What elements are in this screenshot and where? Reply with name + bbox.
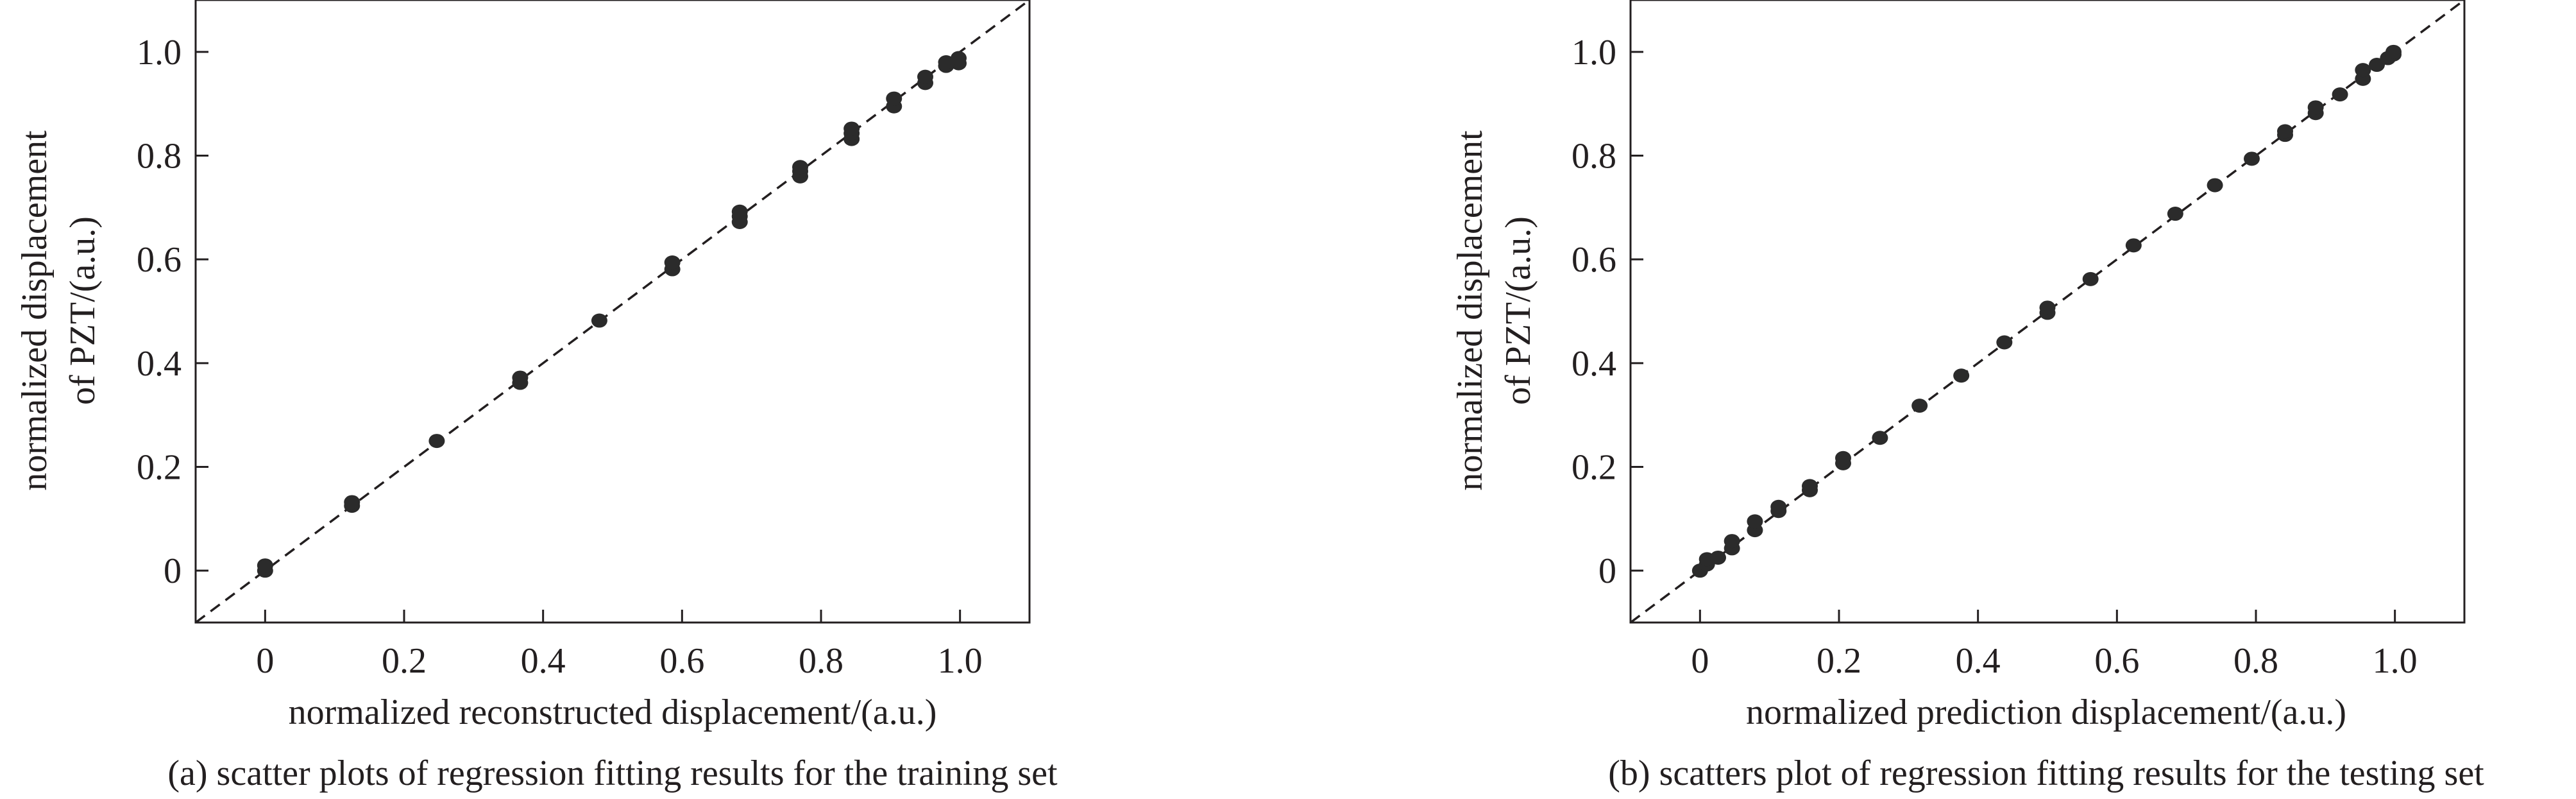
panel-b-data-point [2207,178,2223,193]
panel-b-points [1691,44,2402,578]
panel-b-data-point [2039,300,2056,315]
panel-a-y-tick-label: 0.8 [137,137,182,176]
panel-a-x-tick-label: 0 [256,641,274,681]
panel-b-data-point [2385,44,2402,59]
panel-b-data-point [1747,514,1763,529]
panel-b-y-axis-title-line2: of PZT/(a.u.) [1498,216,1538,405]
panel-a-data-point [938,55,954,69]
panel-b-y-tick-label: 0.8 [1572,137,1616,176]
panel-b-data-point [1872,431,1888,445]
panel-b-data-point [2082,271,2099,286]
panel-a-data-point [731,204,748,219]
panel-b: 0 0.2 0.4 0.6 0.8 1.0 0 0.2 0.4 0.6 0.8 1.0 normal… [1450,0,2484,793]
panel-b-data-point [2277,124,2293,139]
panel-b-reference-line [1631,0,2464,623]
panel-b-data-point [1710,550,1726,565]
panel-b-x-ticks: 0 0.2 0.4 0.6 0.8 1.0 [1691,610,2418,681]
panel-b-data-point [1911,399,1928,413]
panel-a-reference-line [196,0,1030,623]
panel-a-x-axis-title: normalized reconstructed displacement/(a… [289,692,937,732]
panel-b-data-point [2125,238,2142,253]
panel-b-y-tick-label: 1.0 [1572,33,1616,73]
panel-b-data-point [1724,534,1740,549]
panel-a-y-tick-label: 0.6 [137,240,182,280]
panel-b-x-tick-label: 0.4 [1956,641,2001,681]
panel-a-y-axis-title-line2: of PZT/(a.u.) [63,216,103,405]
panel-a-data-point [792,160,808,175]
panel-a-data-point [257,558,273,573]
panel-b-data-point [2167,207,2183,221]
panel-a-x-tick-label: 0.2 [382,641,427,681]
panel-a-data-point [886,91,902,106]
panel-a-x-tick-label: 0.8 [799,641,843,681]
panel-a-data-point [512,370,529,385]
panel-a-y-ticks: 0 0.2 0.4 0.6 0.8 1.0 [137,33,208,591]
panel-a-y-tick-label: 1.0 [137,33,182,73]
panel-a-data-point [344,495,360,510]
panel-a-reference-layer [196,0,1030,623]
panel-b-data-point [1835,451,1851,465]
panel-b-plot-frame [1629,0,2466,624]
panel-a-data-point [664,255,681,270]
panel-b-data-point [2244,151,2260,166]
panel-b-data-point [1953,368,1970,383]
panel-b-y-tick-label: 0 [1598,551,1616,591]
panel-a-data-point [951,51,967,65]
panel-a-data-point [428,434,445,449]
panel-a-caption: (a) scatter plots of regression fitting … [167,753,1058,793]
panel-a-x-tick-label: 1.0 [938,641,983,681]
panel-b-data-point [1802,479,1818,494]
panel-b-y-axis-title-line1: normalized displacement [1450,130,1490,491]
panel-a-x-tick-label: 0.6 [659,641,704,681]
panel-b-y-tick-label: 0.2 [1572,448,1616,488]
panel-b-data-point [2307,100,2324,115]
panel-b-data-point [1770,499,1787,514]
panel-b-x-tick-label: 0.8 [2233,641,2278,681]
panel-a-plot-frame [194,0,1031,624]
panel-a-points [257,51,967,578]
panel-a-data-point [591,313,607,328]
panel-a: 0 0.2 0.4 0.6 0.8 1.0 0 0.2 0.4 0.6 0.8 1.0 normal… [15,0,1058,793]
panel-a-x-tick-label: 0.4 [521,641,566,681]
panel-b-data-point [2355,63,2371,78]
panel-b-reference-layer [1631,0,2464,623]
panel-a-x-ticks: 0 0.2 0.4 0.6 0.8 1.0 [256,610,983,681]
panel-b-y-tick-label: 0.6 [1572,240,1616,280]
panel-b-x-tick-label: 0.2 [1817,641,1861,681]
panel-b-y-tick-label: 0.4 [1572,344,1616,384]
panel-b-data-point [1996,335,2013,350]
panel-b-y-ticks: 0 0.2 0.4 0.6 0.8 1.0 [1572,33,1643,591]
panel-a-data-point [843,121,860,136]
panel-b-x-tick-label: 1.0 [2373,641,2418,681]
panel-a-y-tick-label: 0.4 [137,344,182,384]
panel-b-data-point [2332,87,2348,102]
panel-a-y-axis-title-line1: normalized displacement [15,130,55,491]
panel-b-x-tick-label: 0.6 [2094,641,2139,681]
panel-b-x-axis-title: normalized prediction displacement/(a.u.… [1746,692,2346,732]
panel-a-y-tick-label: 0 [164,551,182,591]
panel-a-y-tick-label: 0.2 [137,448,182,488]
panel-b-caption: (b) scatters plot of regression fitting … [1608,753,2484,793]
panel-b-x-tick-label: 0 [1691,641,1709,681]
panel-a-data-point [917,69,933,84]
